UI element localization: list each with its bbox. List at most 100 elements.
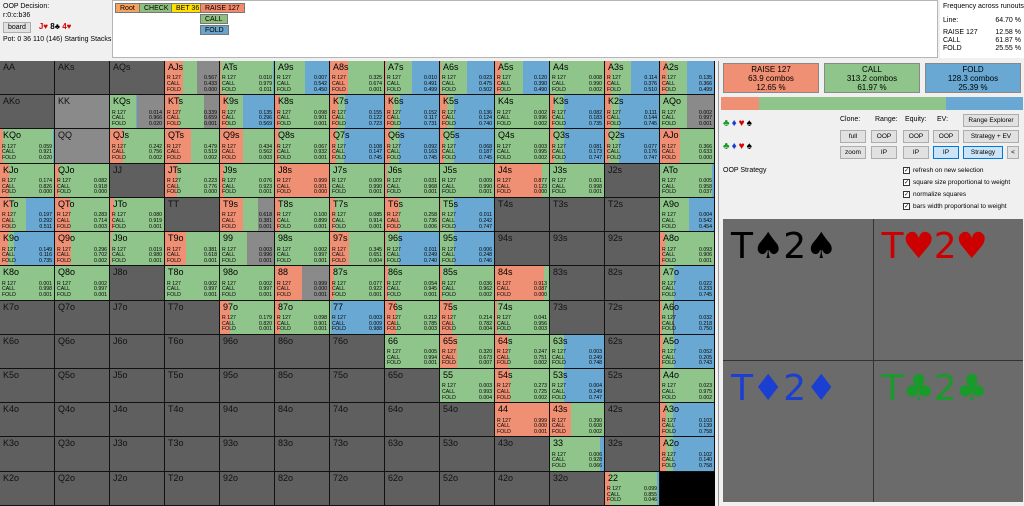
tree-node-call[interactable]: CALL bbox=[200, 14, 228, 24]
checkbox-box[interactable]: ✓ bbox=[903, 179, 910, 186]
hand-cell-t6o[interactable]: T6o bbox=[165, 334, 220, 369]
hand-cell-qjs[interactable]: QJs R 127 0.242 CALL 0.756 FOLD 0.002 bbox=[110, 129, 165, 164]
hand-cell-j6s[interactable]: J6s R 127 0.031 CALL 0.968 FOLD 0.001 bbox=[385, 163, 440, 198]
hand-cell-j2s[interactable]: J2s bbox=[605, 163, 660, 198]
strategy-button[interactable]: Strategy bbox=[963, 146, 1003, 159]
hand-cell-j4o[interactable]: J4o bbox=[110, 403, 165, 438]
spade-icon[interactable]: ♠ bbox=[746, 141, 754, 152]
heart-icon[interactable]: ♥ bbox=[738, 118, 747, 129]
hand-cell-qq[interactable]: QQ bbox=[55, 129, 110, 164]
hand-cell-kto[interactable]: KTo R 127 0.197 CALL 0.292 FOLD 0.511 bbox=[0, 197, 55, 233]
hand-cell-93o[interactable]: 93o bbox=[220, 437, 275, 472]
club-icon[interactable]: ♣ bbox=[723, 118, 732, 129]
hand-cell-t7o[interactable]: T7o bbox=[165, 300, 220, 335]
hand-cell-87s[interactable]: 87s R 127 0.077 CALL 0.922 FOLD 0.001 bbox=[330, 266, 385, 301]
hand-cell-k9s[interactable]: K9s R 127 0.135 CALL 0.296 FOLD 0.569 bbox=[220, 95, 275, 130]
suit-filter-row-1[interactable]: ♣♦♥♠ bbox=[723, 118, 754, 129]
hand-cell-a8o[interactable]: A8o R 127 0.093 CALL 0.906 FOLD 0.001 bbox=[660, 232, 715, 267]
hand-cell-82s[interactable]: 82s bbox=[605, 266, 660, 301]
hand-cell-qjo[interactable]: QJo R 127 0.082 CALL 0.918 FOLD 0.000 bbox=[55, 163, 110, 198]
hand-cell-95o[interactable]: 95o bbox=[220, 368, 275, 404]
checkbox-3[interactable]: ✓ bars width proportional to weight bbox=[903, 203, 1007, 211]
hand-cell-84s[interactable]: 84s R 127 0.913 CALL 0.087 FOLD 0.000 bbox=[495, 266, 550, 301]
hand-cell-k6o[interactable]: K6o bbox=[0, 334, 55, 369]
hand-cell-a6o[interactable]: A6o R 127 0.032 CALL 0.218 FOLD 0.750 bbox=[660, 300, 715, 335]
full-button[interactable]: full bbox=[840, 130, 866, 143]
hand-cell-q2o[interactable]: Q2o bbox=[55, 471, 110, 506]
hand-cell-a2o[interactable]: A2o R 127 0.102 CALL 0.140 FOLD 0.758 bbox=[660, 437, 715, 472]
ev-ip-button[interactable]: IP bbox=[933, 146, 959, 159]
checkbox-box[interactable]: ✓ bbox=[903, 191, 910, 198]
hand-cell-q5o[interactable]: Q5o bbox=[55, 368, 110, 404]
hand-cell-77[interactable]: 77 R 127 0.003 CALL 0.009 FOLD 0.988 bbox=[330, 300, 385, 335]
hand-cell-aks[interactable]: AKs bbox=[55, 61, 110, 96]
hand-cell-q3s[interactable]: Q3s R 127 0.081 CALL 0.173 FOLD 0.747 bbox=[550, 129, 605, 164]
hand-cell-jj[interactable]: JJ bbox=[110, 163, 165, 198]
runout-card[interactable]: T♥2♥ bbox=[873, 219, 1023, 360]
board-button[interactable]: board bbox=[3, 22, 31, 33]
hand-cell-t9o[interactable]: T9o R 127 0.381 CALL 0.618 FOLD 0.001 bbox=[165, 232, 220, 267]
checkbox-2[interactable]: ✓ normalize squares bbox=[903, 191, 966, 199]
hand-cell-t8o[interactable]: T8o R 127 0.002 CALL 0.997 FOLD 0.001 bbox=[165, 266, 220, 301]
checkbox-box[interactable]: ✓ bbox=[903, 167, 910, 174]
hand-cell-j3o[interactable]: J3o bbox=[110, 437, 165, 472]
hand-cell-t5o[interactable]: T5o bbox=[165, 368, 220, 404]
hand-cell-75s[interactable]: 75s R 127 0.214 CALL 0.782 FOLD 0.004 bbox=[440, 300, 495, 335]
hand-cell-64o[interactable]: 64o bbox=[385, 403, 440, 438]
hand-cell-97s[interactable]: 97s R 127 0.345 CALL 0.651 FOLD 0.004 bbox=[330, 232, 385, 267]
hand-cell-53s[interactable]: 53s R 127 0.004 CALL 0.249 FOLD 0.747 bbox=[550, 368, 605, 404]
hand-cell-q7o[interactable]: Q7o bbox=[55, 300, 110, 335]
hand-cell-32o[interactable]: 32o bbox=[550, 471, 605, 506]
hand-cell-j9s[interactable]: J9s R 127 0.076 CALL 0.923 FOLD 0.001 bbox=[220, 163, 275, 198]
hand-cell-99[interactable]: 99 R 127 0.003 CALL 0.996 FOLD 0.001 bbox=[220, 232, 275, 267]
hand-cell-87o[interactable]: 87o R 127 0.098 CALL 0.901 FOLD 0.001 bbox=[275, 300, 330, 335]
spade-icon[interactable]: ♠ bbox=[746, 118, 754, 129]
hand-cell-97o[interactable]: 97o R 127 0.179 CALL 0.820 FOLD 0.001 bbox=[220, 300, 275, 335]
runout-card[interactable]: T♦2♦ bbox=[723, 361, 873, 502]
hand-cell-q7s[interactable]: Q7s R 127 0.108 CALL 0.147 FOLD 0.745 bbox=[330, 129, 385, 164]
hand-cell-t2o[interactable]: T2o bbox=[165, 471, 220, 506]
hand-cell-44[interactable]: 44 R 127 0.999 CALL 0.000 FOLD 0.001 bbox=[495, 403, 550, 438]
suit-filter-row-2[interactable]: ♣♦♥♠ bbox=[723, 141, 754, 152]
hand-cell-q8s[interactable]: Q8s R 127 0.067 CALL 0.932 FOLD 0.001 bbox=[275, 129, 330, 164]
hand-cell-aqo[interactable]: AQo R 127 0.002 CALL 0.997 FOLD 0.001 bbox=[660, 95, 715, 130]
hand-cell-j4s[interactable]: J4s R 127 0.877 CALL 0.123 FOLD 0.000 bbox=[495, 163, 550, 198]
hand-cell-64s[interactable]: 64s R 127 0.247 CALL 0.751 FOLD 0.002 bbox=[495, 334, 550, 369]
hand-cell-ajo[interactable]: AJo R 127 0.366 CALL 0.633 FOLD 0.000 bbox=[660, 129, 715, 164]
hand-cell-k2s[interactable]: K2s R 127 0.111 CALL 0.144 FOLD 0.745 bbox=[605, 95, 660, 130]
tree-node-check[interactable]: CHECK bbox=[139, 3, 174, 13]
hand-cell-kqs[interactable]: KQs R 127 0.014 CALL 0.966 FOLD 0.020 bbox=[110, 95, 165, 130]
hand-cell-a8s[interactable]: A8s R 127 0.325 CALL 0.674 FOLD 0.001 bbox=[330, 61, 385, 96]
hand-cell-94s[interactable]: 94s bbox=[495, 232, 550, 267]
hand-cell-q9o[interactable]: Q9o R 127 0.296 CALL 0.702 FOLD 0.002 bbox=[55, 232, 110, 267]
hand-cell-65s[interactable]: 65s R 127 0.320 CALL 0.673 FOLD 0.007 bbox=[440, 334, 495, 369]
hand-cell-j2o[interactable]: J2o bbox=[110, 471, 165, 506]
hand-cell-72s[interactable]: 72s bbox=[605, 300, 660, 335]
hand-cell-j9o[interactable]: J9o R 127 0.019 CALL 0.980 FOLD 0.001 bbox=[110, 232, 165, 267]
hand-cell-ajs[interactable]: AJs R 127 0.567 CALL 0.433 FOLD 0.000 bbox=[165, 61, 220, 96]
hand-cell-q6s[interactable]: Q6s R 127 0.092 CALL 0.163 FOLD 0.745 bbox=[385, 129, 440, 164]
hand-cell-q3o[interactable]: Q3o bbox=[55, 437, 110, 472]
hand-cell-ako[interactable]: AKo bbox=[0, 95, 55, 130]
action-box-raise[interactable]: RAISE 127 63.9 combos 12.65 % bbox=[723, 63, 819, 93]
runout-card[interactable]: T♣2♣ bbox=[873, 361, 1023, 502]
hand-cell-62s[interactable]: 62s bbox=[605, 334, 660, 369]
hand-cell-84o[interactable]: 84o bbox=[275, 403, 330, 438]
hand-cell-85o[interactable]: 85o bbox=[275, 368, 330, 404]
hand-cell-k8o[interactable]: K8o R 127 0.001 CALL 0.998 FOLD 0.001 bbox=[0, 266, 55, 301]
equity-oop-button[interactable]: OOP bbox=[903, 130, 929, 143]
hand-cell-k7o[interactable]: K7o bbox=[0, 300, 55, 335]
hand-cell-aa[interactable]: AA bbox=[0, 61, 55, 96]
hand-cell-96o[interactable]: 96o bbox=[220, 334, 275, 369]
hand-cell-86o[interactable]: 86o bbox=[275, 334, 330, 369]
hand-cell-aqs[interactable]: AQs bbox=[110, 61, 165, 96]
zoom-button[interactable]: zoom bbox=[840, 146, 866, 159]
strategy-ev-button[interactable]: Strategy + EV bbox=[963, 130, 1019, 143]
hand-cell-52s[interactable]: 52s bbox=[605, 368, 660, 404]
hand-cell-95s[interactable]: 95s R 127 0.006 CALL 0.248 FOLD 0.746 bbox=[440, 232, 495, 267]
hand-cell-a9o[interactable]: A9o R 127 0.004 CALL 0.542 FOLD 0.454 bbox=[660, 197, 715, 233]
tree-node-root[interactable]: Root bbox=[115, 3, 140, 13]
hand-cell-tt[interactable]: TT bbox=[165, 197, 220, 233]
hand-cell-a4s[interactable]: A4s R 127 0.008 CALL 0.990 FOLD 0.002 bbox=[550, 61, 605, 96]
hand-cell-j6o[interactable]: J6o bbox=[110, 334, 165, 369]
